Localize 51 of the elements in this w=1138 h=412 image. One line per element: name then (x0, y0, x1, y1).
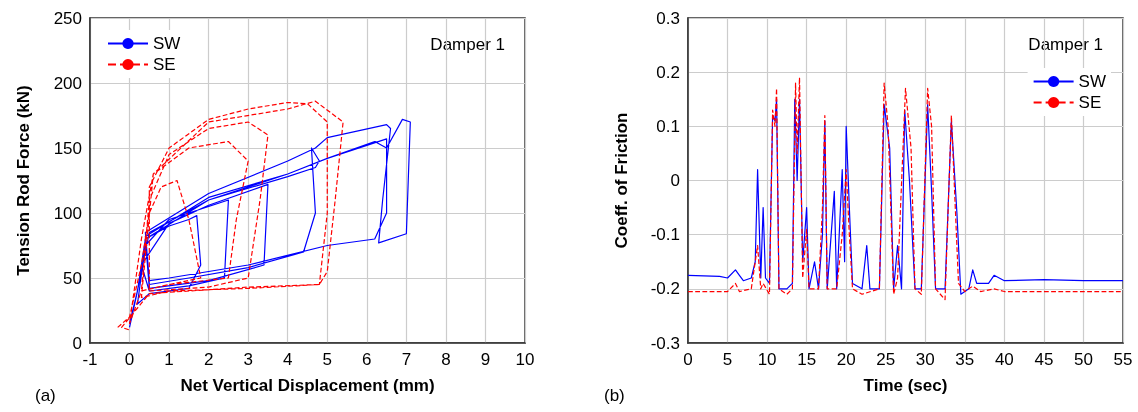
y-tick-label: 0 (670, 171, 680, 190)
x-tick-label: 5 (722, 350, 733, 369)
line-series (117, 100, 344, 331)
x-tick-label: 40 (994, 350, 1014, 369)
x-tick-label: 15 (797, 350, 817, 369)
x-tick-label: 7 (401, 350, 412, 369)
y-tick-label: 0.1 (656, 116, 680, 136)
y-tick-label: 150 (53, 138, 82, 158)
x-tick-label: 35 (955, 350, 975, 369)
x-tick-label: 6 (362, 350, 372, 369)
y-tick-label: 0.3 (656, 8, 680, 28)
x-tick-label: 4 (282, 350, 293, 369)
x-tick-label: -1 (82, 350, 98, 369)
x-tick-label: 30 (915, 350, 935, 369)
x-tick-label: 5 (322, 350, 333, 369)
y-tick-label: 50 (63, 268, 82, 288)
x-tick-label: 25 (876, 350, 896, 369)
y-axis-title: Coeff. of Friction (612, 112, 631, 249)
y-tick-label: 0.2 (656, 62, 680, 82)
text: (a) (35, 386, 56, 405)
x-tick-label: 45 (1034, 350, 1054, 369)
annotation: Damper 1 (430, 35, 505, 54)
x-tick-label: 2 (203, 350, 214, 369)
y-tick-label: -0.2 (650, 279, 680, 299)
annotation: Damper 1 (1028, 35, 1103, 54)
x-tick-label: 0 (683, 350, 693, 369)
y-tick-label: -0.3 (650, 333, 680, 353)
x-axis-title: Time (sec) (863, 376, 948, 395)
x-tick-label: 8 (441, 350, 451, 369)
x-tick-label: 9 (480, 350, 491, 369)
x-tick-label: 1 (164, 350, 174, 369)
y-axis-title: Tension Rod Force (kN) (14, 85, 33, 276)
legend-label: SE (153, 55, 176, 74)
y-tick-label: 0 (72, 333, 82, 353)
x-tick-label: 10 (515, 350, 535, 369)
x-tick-label: 0 (124, 350, 135, 369)
line-series (128, 118, 411, 328)
x-tick-label: 10 (757, 350, 777, 369)
legend-label: SW (1078, 72, 1107, 91)
y-tick-label: -0.1 (650, 225, 680, 245)
legend-label: SW (153, 34, 181, 53)
y-tick-label: 100 (53, 203, 82, 223)
y-tick-label: 200 (53, 73, 82, 93)
x-axis-title: Net Vertical Displacement (mm) (180, 376, 435, 395)
x-tick-label: 20 (836, 350, 856, 369)
x-tick-label: 3 (243, 350, 253, 369)
text: (b) (604, 386, 625, 405)
x-tick-label: 50 (1073, 350, 1093, 369)
legend-label: SE (1078, 93, 1102, 112)
y-tick-label: 250 (53, 8, 82, 28)
x-tick-label: 55 (1113, 350, 1133, 369)
